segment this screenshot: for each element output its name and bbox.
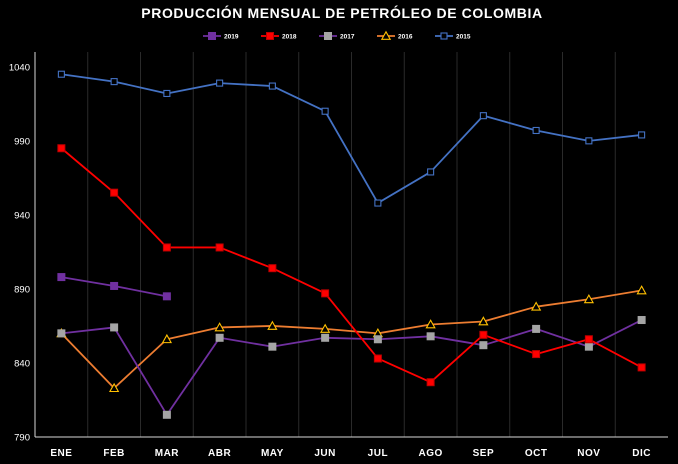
data-point [532,350,541,359]
legend-item: 2019 [203,32,239,41]
y-axis: 790 840 890 940 990 1040 [9,52,36,444]
data-point [479,341,488,350]
data-point [584,342,593,351]
x-tick-label: ENE [50,448,72,459]
plot-area [56,70,647,419]
series-2019 [57,273,171,301]
series-line-2016 [60,289,642,390]
data-point [426,332,435,341]
data-point [637,316,646,325]
data-point [161,333,173,344]
data-point [584,335,593,344]
y-tick-label: 1040 [9,62,30,73]
legend-item: 2017 [319,32,355,41]
legend: 2019 2018 2017 2016 2015 [203,30,471,41]
data-point [110,281,119,290]
x-tick-label: AGO [418,448,442,459]
data-point [426,378,435,387]
data-point [162,292,171,301]
data-point [425,319,436,329]
data-point [163,89,171,98]
x-tick-label: MAY [261,448,284,459]
data-point [530,301,542,311]
series-2016 [56,285,647,393]
legend-swatch-marker [440,32,448,40]
data-point [162,243,171,252]
chart-title: PRODUCCIÓN MENSUAL DE PETRÓLEO DE COLOMB… [141,4,542,21]
y-tick-label: 940 [14,210,30,221]
legend-label: 2019 [224,34,239,41]
data-point [479,330,488,339]
y-tick-label: 840 [14,358,30,369]
data-point [267,320,278,330]
x-tick-label: OCT [525,448,548,459]
data-point [638,131,646,139]
y-tick-label: 890 [14,284,30,295]
data-point [268,264,277,273]
legend-swatch-marker [380,30,392,40]
data-point [321,333,330,342]
data-point [479,112,487,120]
legend-label: 2018 [282,34,297,41]
data-point [373,335,382,344]
data-point [162,410,171,419]
data-point [427,168,435,176]
data-point [57,144,66,153]
data-point [216,79,224,87]
x-tick-label: ABR [208,448,231,459]
data-point [532,324,541,333]
data-point [215,243,224,252]
series-2015 [57,70,646,207]
data-point [57,273,66,282]
x-tick-label: MAR [155,448,180,459]
data-point [57,70,65,78]
data-point [321,289,330,298]
legend-label: 2015 [456,34,471,41]
legend-item: 2018 [261,32,297,41]
data-point [374,199,382,207]
legend-item: 2016 [377,30,413,41]
legend-item: 2015 [435,32,471,41]
data-point [373,354,382,363]
data-point [319,323,331,333]
data-point [110,188,119,197]
x-tick-label: NOV [577,448,600,459]
data-point [215,333,224,342]
x-tick-label: SEP [473,448,495,459]
data-point [214,322,225,332]
y-tick-label: 990 [14,136,30,147]
data-point [321,107,329,115]
series-2018 [57,144,646,387]
legend-swatch-marker [324,32,332,40]
x-axis: ENE FEB MAR ABR MAY JUN JUL AGO SEP OCT NOV DIC [35,436,668,459]
data-point [108,382,120,393]
data-point [637,363,646,372]
data-point [585,137,593,145]
series-2017 [57,316,646,419]
series-line-2018 [60,147,643,384]
legend-swatch-marker [208,32,216,40]
series-line-2015 [61,73,642,204]
y-tick-label: 790 [14,433,30,444]
data-point [583,293,595,304]
data-point [532,126,540,135]
data-point [636,285,647,295]
data-point [110,323,119,332]
data-point [478,316,489,326]
data-point [268,342,277,351]
data-point [57,329,66,338]
x-tick-label: FEB [103,448,125,459]
x-tick-label: JUL [368,448,388,459]
legend-label: 2017 [340,34,355,41]
data-point [268,82,276,90]
grid [87,52,616,437]
series-line-2017 [61,319,643,416]
x-tick-label: JUN [314,448,336,459]
legend-swatch-marker [266,32,274,40]
legend-label: 2016 [398,34,413,41]
data-point [110,78,118,86]
x-tick-label: DIC [632,448,651,459]
